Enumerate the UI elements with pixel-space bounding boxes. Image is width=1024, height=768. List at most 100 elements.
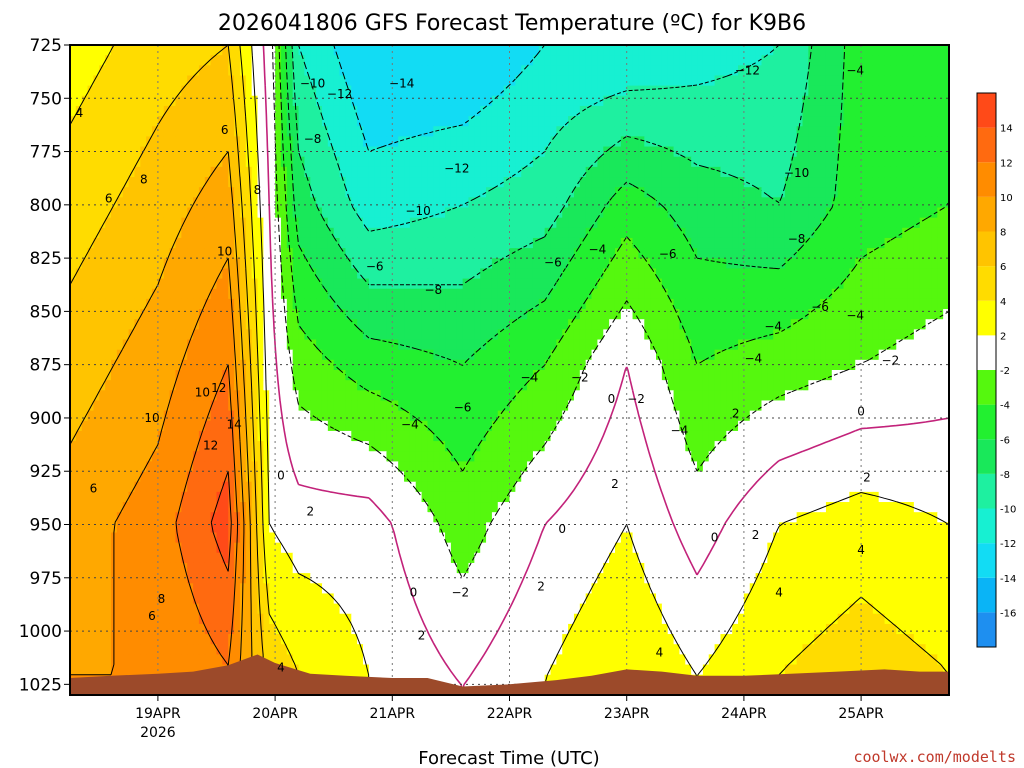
temperature-cell xyxy=(597,319,604,330)
temperature-cell xyxy=(650,298,657,310)
temperature-cell xyxy=(802,298,809,310)
temperature-cell xyxy=(234,116,241,127)
temperature-cell xyxy=(620,288,628,300)
temperature-cell xyxy=(743,339,751,351)
temperature-cell xyxy=(386,359,393,371)
temperature-cell xyxy=(257,329,264,341)
temperature-cell xyxy=(503,370,511,381)
temperature-cell xyxy=(456,278,464,290)
temperature-cell xyxy=(157,126,165,138)
temperature-cell xyxy=(245,197,253,209)
temperature-cell xyxy=(409,45,417,56)
temperature-cell xyxy=(421,217,429,229)
temperature-cell xyxy=(796,207,804,219)
temperature-cell xyxy=(380,55,388,66)
temperature-cell xyxy=(140,339,147,351)
temperature-cell xyxy=(738,116,745,127)
temperature-cell xyxy=(802,359,809,371)
temperature-cell xyxy=(837,349,845,361)
temperature-cell xyxy=(105,126,112,138)
temperature-cell xyxy=(275,339,282,351)
temperature-cell xyxy=(790,177,798,188)
temperature-cell xyxy=(269,237,276,249)
temperature-cell xyxy=(204,156,212,168)
temperature-cell xyxy=(75,85,83,97)
temperature-cell xyxy=(784,248,792,259)
temperature-cell xyxy=(134,126,141,138)
temperature-cell xyxy=(105,166,112,178)
temperature-cell xyxy=(890,177,897,188)
temperature-cell xyxy=(140,207,147,219)
temperature-cell xyxy=(462,116,470,127)
temperature-cell xyxy=(579,177,587,188)
temperature-cell xyxy=(491,278,499,290)
temperature-cell xyxy=(269,248,276,259)
temperature-cell xyxy=(140,55,147,66)
temperature-cell xyxy=(831,217,839,229)
temperature-cell xyxy=(497,187,505,198)
temperature-cell xyxy=(884,166,891,178)
temperature-cell xyxy=(907,217,915,229)
temperature-cell xyxy=(784,319,792,330)
temperature-cell xyxy=(509,136,516,148)
temperature-cell xyxy=(913,166,921,178)
temperature-cell xyxy=(579,126,587,138)
temperature-cell xyxy=(468,370,475,381)
temperature-cell xyxy=(544,65,552,77)
temperature-cell xyxy=(726,146,733,158)
temperature-cell xyxy=(497,237,505,249)
temperature-cell xyxy=(902,329,909,341)
temperature-cell xyxy=(374,217,382,229)
temperature-cell xyxy=(368,136,376,148)
temperature-cell xyxy=(820,136,827,148)
temperature-cell xyxy=(925,339,933,351)
temperature-cell xyxy=(187,359,194,371)
temperature-cell xyxy=(603,288,610,300)
temperature-cell xyxy=(855,65,862,77)
temperature-cell xyxy=(562,278,569,290)
temperature-cell xyxy=(111,207,118,219)
temperature-cell xyxy=(538,55,546,66)
temperature-cell xyxy=(919,309,927,320)
temperature-cell xyxy=(755,65,763,77)
temperature-cell xyxy=(726,65,733,77)
temperature-cell xyxy=(679,75,686,87)
temperature-cell xyxy=(450,55,458,66)
temperature-cell xyxy=(767,187,774,198)
temperature-cell xyxy=(433,85,440,97)
temperature-cell xyxy=(456,319,464,330)
temperature-cell xyxy=(931,248,938,259)
temperature-cell xyxy=(521,359,528,371)
temperature-cell xyxy=(193,237,200,249)
temperature-cell xyxy=(239,207,247,219)
temperature-cell xyxy=(450,187,458,198)
temperature-cell xyxy=(280,370,288,381)
temperature-cell xyxy=(228,359,235,371)
temperature-cell xyxy=(937,319,944,330)
temperature-cell xyxy=(292,207,300,219)
temperature-cell xyxy=(93,309,100,320)
temperature-cell xyxy=(193,248,200,259)
temperature-cell xyxy=(902,197,909,209)
temperature-cell xyxy=(228,136,235,148)
temperature-cell xyxy=(849,237,856,249)
temperature-cell xyxy=(398,45,405,56)
temperature-cell xyxy=(398,359,405,371)
temperature-cell xyxy=(105,329,112,341)
temperature-cell xyxy=(427,268,434,280)
temperature-cell xyxy=(445,126,452,138)
temperature-cell xyxy=(708,65,716,77)
temperature-cell xyxy=(890,349,897,361)
temperature-cell xyxy=(228,105,235,117)
temperature-cell xyxy=(849,55,856,66)
temperature-cell xyxy=(304,380,311,391)
temperature-cell xyxy=(316,237,323,249)
temperature-cell xyxy=(802,278,809,290)
temperature-cell xyxy=(169,187,177,198)
temperature-cell xyxy=(75,65,83,77)
temperature-cell xyxy=(620,95,628,107)
temperature-cell xyxy=(890,156,897,168)
temperature-cell xyxy=(755,207,763,219)
temperature-cell xyxy=(702,207,710,219)
temperature-cell xyxy=(573,248,581,259)
